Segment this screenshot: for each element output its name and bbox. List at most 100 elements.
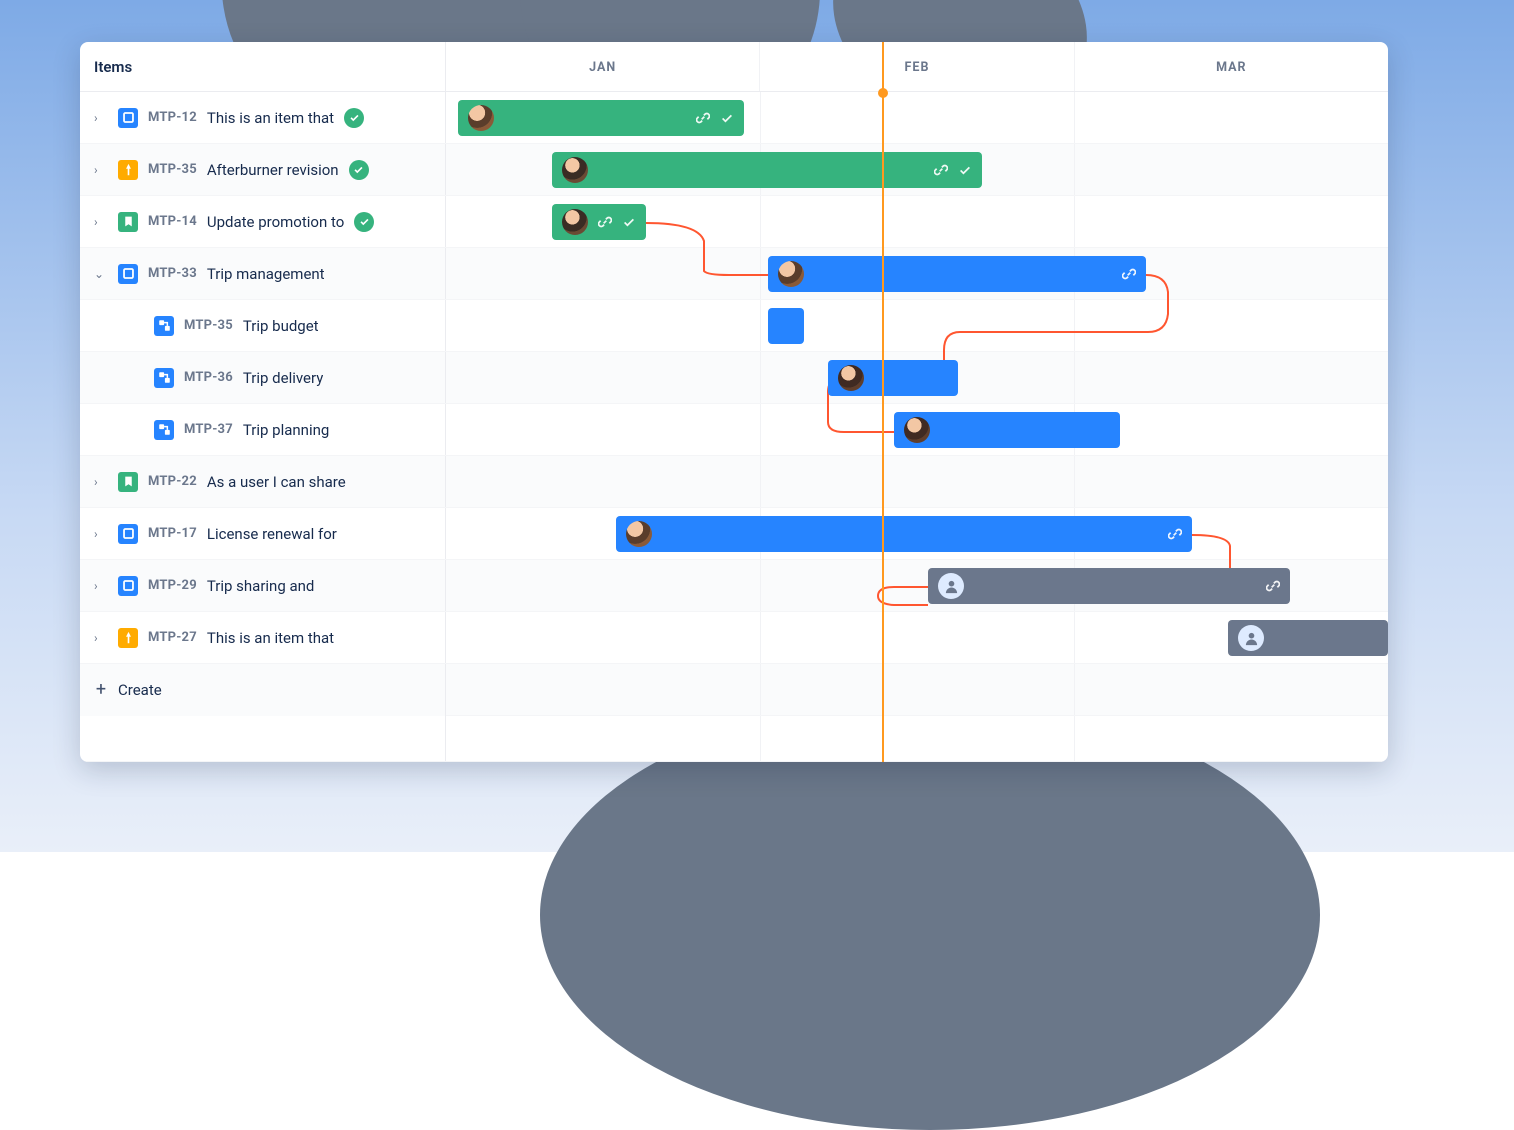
create-item-button[interactable]: + Create (80, 664, 446, 716)
epic-type-icon (118, 108, 138, 128)
assignee-avatar[interactable] (562, 157, 588, 183)
today-marker-line (882, 42, 884, 762)
timeline-lane (446, 92, 1388, 143)
issue-summary[interactable]: Afterburner revision (207, 161, 339, 179)
bar-actions[interactable] (1266, 579, 1280, 593)
issue-key[interactable]: MTP-22 (148, 474, 197, 489)
issue-summary[interactable]: This is an item that (207, 109, 334, 127)
timeline-bar[interactable] (768, 308, 804, 344)
item-cell[interactable]: › MTP-14 Update promotion to (80, 196, 446, 247)
issue-key[interactable]: MTP-29 (148, 578, 197, 593)
expand-chevron-icon[interactable]: › (94, 163, 108, 177)
timeline-lane (446, 144, 1388, 195)
timeline-lane (446, 248, 1388, 299)
epic-type-icon (118, 524, 138, 544)
timeline-row: › MTP-22 As a user I can share (80, 456, 1388, 508)
item-cell[interactable]: › MTP-12 This is an item that (80, 92, 446, 143)
issue-summary[interactable]: Trip management (207, 265, 325, 283)
bar-actions[interactable] (696, 111, 734, 125)
timeline-bar[interactable] (552, 152, 982, 188)
assignee-avatar[interactable] (904, 417, 930, 443)
month-header: JAN (446, 42, 759, 91)
timeline-bar[interactable] (552, 204, 646, 240)
timeline-row: ⌄ MTP-33 Trip management (80, 248, 1388, 300)
issue-key[interactable]: MTP-12 (148, 110, 197, 125)
items-column-header: Items (80, 42, 446, 91)
expand-chevron-icon[interactable]: › (94, 111, 108, 125)
timeline-bar[interactable] (1228, 620, 1388, 656)
issue-key[interactable]: MTP-14 (148, 214, 197, 229)
issue-key[interactable]: MTP-33 (148, 266, 197, 281)
month-header: MAR (1074, 42, 1388, 91)
issue-summary[interactable]: Update promotion to (207, 213, 344, 231)
timeline-row: › MTP-35 Afterburner revision (80, 144, 1388, 196)
timeline-lane (446, 300, 1388, 351)
item-cell[interactable]: ⌄ MTP-33 Trip management (80, 248, 446, 299)
status-done-icon (354, 212, 374, 232)
timeline-bar[interactable] (458, 100, 744, 136)
issue-summary[interactable]: Trip sharing and (207, 577, 315, 595)
timeline-lane (446, 612, 1388, 663)
issue-key[interactable]: MTP-36 (184, 370, 233, 385)
bar-actions[interactable] (1122, 267, 1136, 281)
issue-key[interactable]: MTP-35 (184, 318, 233, 333)
timeline-lane (446, 456, 1388, 507)
item-cell[interactable]: › MTP-22 As a user I can share (80, 456, 446, 507)
issue-key[interactable]: MTP-35 (148, 162, 197, 177)
item-cell[interactable]: › MTP-35 Afterburner revision (80, 144, 446, 195)
timeline-bar[interactable] (928, 568, 1290, 604)
expand-chevron-icon[interactable]: › (94, 215, 108, 229)
issue-summary[interactable]: Trip budget (243, 317, 319, 335)
epic-type-icon (118, 576, 138, 596)
item-cell[interactable]: MTP-37 Trip planning (80, 404, 446, 455)
assignee-avatar[interactable] (1238, 625, 1264, 651)
expand-chevron-icon[interactable]: › (94, 475, 108, 489)
assignee-avatar[interactable] (562, 209, 588, 235)
issue-summary[interactable]: This is an item that (207, 629, 334, 647)
today-marker-dot (878, 88, 888, 98)
item-cell[interactable]: MTP-35 Trip budget (80, 300, 446, 351)
bar-actions[interactable] (1168, 527, 1182, 541)
assignee-avatar[interactable] (838, 365, 864, 391)
timeline-bar[interactable] (616, 516, 1192, 552)
status-done-icon (344, 108, 364, 128)
status-done-icon (349, 160, 369, 180)
issue-key[interactable]: MTP-37 (184, 422, 233, 437)
issue-summary[interactable]: Trip planning (243, 421, 329, 439)
item-cell[interactable]: › MTP-17 License renewal for (80, 508, 446, 559)
timeline-lane (446, 404, 1388, 455)
timeline-bar[interactable] (894, 412, 1120, 448)
issue-key[interactable]: MTP-17 (148, 526, 197, 541)
issue-key[interactable]: MTP-27 (148, 630, 197, 645)
subtask-type-icon (154, 368, 174, 388)
expand-chevron-icon[interactable]: › (94, 579, 108, 593)
bar-actions[interactable] (598, 215, 636, 229)
epic-type-icon (118, 264, 138, 284)
assignee-avatar[interactable] (778, 261, 804, 287)
item-cell[interactable]: › MTP-29 Trip sharing and (80, 560, 446, 611)
timeline-row: MTP-36 Trip delivery (80, 352, 1388, 404)
timeline-row: › MTP-17 License renewal for (80, 508, 1388, 560)
timeline-lane (446, 508, 1388, 559)
story-type-icon (118, 472, 138, 492)
issue-summary[interactable]: Trip delivery (243, 369, 323, 387)
assignee-avatar[interactable] (626, 521, 652, 547)
timeline-bar[interactable] (768, 256, 1146, 292)
expand-chevron-icon[interactable]: ⌄ (94, 267, 108, 281)
assignee-avatar[interactable] (468, 105, 494, 131)
item-cell[interactable]: › MTP-27 This is an item that (80, 612, 446, 663)
task-type-icon (118, 160, 138, 180)
story-type-icon (118, 212, 138, 232)
timeline-row: › MTP-12 This is an item that (80, 92, 1388, 144)
expand-chevron-icon[interactable]: › (94, 527, 108, 541)
bar-actions[interactable] (934, 163, 972, 177)
issue-summary[interactable]: As a user I can share (207, 473, 346, 491)
assignee-avatar[interactable] (938, 573, 964, 599)
timeline-row: › MTP-27 This is an item that (80, 612, 1388, 664)
subtask-type-icon (154, 316, 174, 336)
issue-summary[interactable]: License renewal for (207, 525, 337, 543)
task-type-icon (118, 628, 138, 648)
item-cell[interactable]: MTP-36 Trip delivery (80, 352, 446, 403)
expand-chevron-icon[interactable]: › (94, 631, 108, 645)
timeline-bar[interactable] (828, 360, 958, 396)
